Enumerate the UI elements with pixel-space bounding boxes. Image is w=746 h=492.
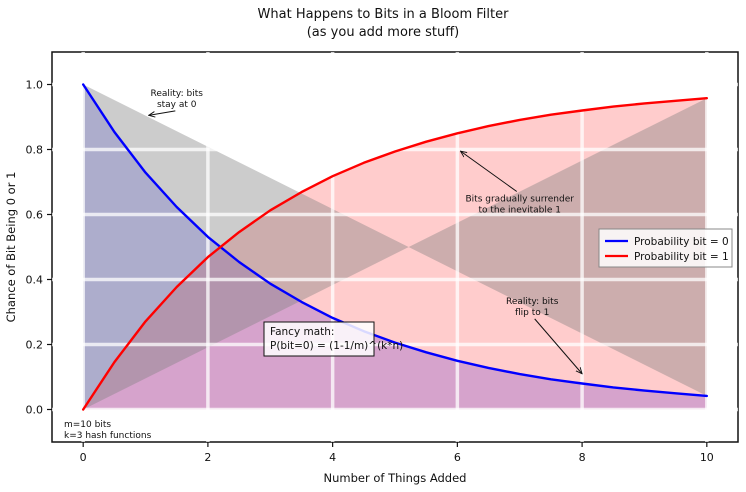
y-tick-label-4: 0.8 [26,144,44,157]
annotation-arrow-0 [149,110,176,116]
x-tick-label-3: 6 [454,451,461,464]
y-tick-label-1: 0.2 [26,339,44,352]
chart-title: What Happens to Bits in a Bloom Filter [258,7,510,22]
shaded-region-2 [83,84,707,410]
legend-label-bit-0: Probability bit = 0 [634,236,729,248]
y-tick-label-5: 1.0 [26,79,44,92]
x-tick-label-1: 2 [204,451,211,464]
shaded-region-0 [83,84,707,410]
annotations: Reality: bits stay at 0 Bits gradually sur… [149,89,582,374]
fancy-math-label: Fancy math: [270,326,334,338]
y-tick-label-2: 0.4 [26,274,44,287]
annotation-2: Reality: bits flip to 1 [506,297,559,318]
x-tick-label-2: 4 [329,451,336,464]
x-tick-label-4: 8 [579,451,586,464]
annotation-arrow-2 [534,318,582,374]
axis-ticks: 0 2 4 6 8 10 0.0 0.2 0.4 0.6 0.8 1.0 [26,79,714,465]
legend-frame [598,228,733,268]
params-note-m: m=10 bits [64,420,111,430]
x-tick-label-0: 0 [80,451,87,464]
legend: Probability bit = 0 Probability bit = 1 [598,228,733,268]
x-axis-label: Number of Things Added [324,471,467,485]
y-tick-label-0: 0.0 [26,404,44,417]
series-lines [82,83,708,411]
params-note: m=10 bits k=3 hash functions [64,420,152,441]
y-tick-label-3: 0.6 [26,209,44,222]
series-line-0 [82,83,708,398]
y-axis-label: Chance of Bit Being 0 or 1 [4,172,18,323]
annotation-1: Bits gradually surrender to the inevitabl… [466,195,575,216]
shaded-regions [83,84,707,410]
fancy-math-formula: P(bit=0) = (1-1/m)^(k*n) [270,340,403,352]
shaded-region-1 [83,98,707,410]
series-line-1 [82,97,708,411]
fancy-math-box: Fancy math: P(bit=0) = (1-1/m)^(k*n) [263,321,403,357]
annotation-arrow-1 [460,151,518,192]
params-note-k: k=3 hash functions [64,431,152,441]
x-tick-label-5: 10 [700,451,714,464]
fancy-math-box-frame [263,321,375,357]
annotation-0: Reality: bits stay at 0 [151,89,204,110]
legend-label-bit-1: Probability bit = 1 [634,251,729,263]
chart-subtitle: (as you add more stuff) [307,25,460,40]
